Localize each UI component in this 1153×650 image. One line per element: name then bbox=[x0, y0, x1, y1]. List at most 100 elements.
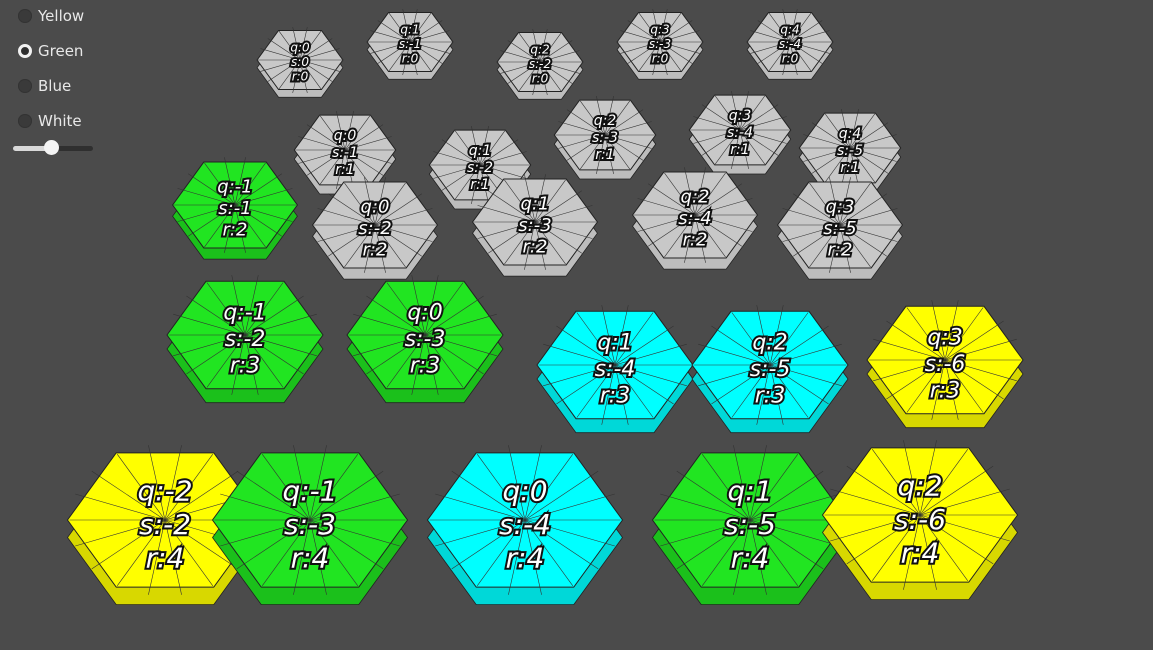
tile-s-label: s:-6 bbox=[925, 352, 966, 377]
hex-tile[interactable]: q:-2s:-2r:4 bbox=[66, 445, 264, 606]
wireframe-edge bbox=[477, 221, 536, 239]
wireframe-edge bbox=[768, 12, 791, 43]
radio-green[interactable]: Green bbox=[18, 39, 83, 63]
wireframe-edge bbox=[693, 129, 741, 144]
wireframe-edge bbox=[116, 454, 166, 521]
wireframe-edge bbox=[236, 470, 311, 521]
hex-tile[interactable]: q:0s:-4r:4 bbox=[426, 445, 624, 606]
wireframe-edge bbox=[782, 41, 791, 75]
wireframe-edge bbox=[919, 440, 937, 516]
wireframe-edge bbox=[789, 41, 812, 72]
wireframe-edge bbox=[739, 104, 779, 131]
wireframe-edge bbox=[749, 445, 767, 521]
hex-tile[interactable]: q:2s:-6r:4 bbox=[821, 440, 1019, 601]
height-slider-thumb[interactable] bbox=[44, 140, 59, 155]
wireframe-edge bbox=[769, 364, 809, 418]
wireframe-edge bbox=[846, 514, 921, 565]
tile-q-label: q:3 bbox=[927, 326, 962, 351]
wireframe-edge bbox=[931, 359, 946, 420]
wireframe-edge bbox=[659, 41, 700, 54]
hex-tile[interactable]: q:2s:-2r:0 bbox=[496, 29, 584, 100]
wireframe-edge bbox=[441, 164, 481, 191]
radio-white-indicator[interactable] bbox=[18, 114, 32, 128]
wireframe-edge bbox=[539, 40, 573, 63]
hex-tile[interactable]: q:3s:-4r:1 bbox=[688, 91, 792, 175]
hex-tile[interactable]: q:-1s:-3r:4 bbox=[211, 445, 409, 606]
tile-s-label: s:-5 bbox=[823, 218, 856, 239]
wireframe-edge bbox=[534, 221, 546, 270]
hex-tile[interactable]: q:-1s:-2r:3 bbox=[166, 275, 324, 404]
wireframe-edge bbox=[267, 38, 301, 61]
hex-tile[interactable]: q:2s:-5r:3 bbox=[691, 305, 849, 434]
wireframe-edge bbox=[344, 149, 371, 185]
wireframe-edge bbox=[841, 109, 851, 149]
radio-blue-indicator[interactable] bbox=[18, 79, 32, 93]
wireframe-edge bbox=[839, 193, 888, 226]
wireframe-edge bbox=[299, 59, 333, 82]
wireframe-edge bbox=[830, 514, 921, 542]
hex-tile[interactable]: q:3s:-5r:2 bbox=[776, 177, 904, 280]
height-slider[interactable] bbox=[13, 140, 93, 156]
wireframe-edge bbox=[317, 224, 376, 242]
wireframe-edge bbox=[204, 204, 236, 248]
hex-tile[interactable]: q:2s:-3r:1 bbox=[553, 96, 657, 180]
wireframe-edge bbox=[944, 307, 984, 361]
hex-tile[interactable]: q:1s:-5r:4 bbox=[651, 445, 849, 606]
wireframe-edge bbox=[476, 519, 526, 586]
wireframe-edge bbox=[234, 157, 246, 206]
hex-tile[interactable]: q:1s:-4r:3 bbox=[536, 305, 694, 434]
tile-r-label: r:2 bbox=[223, 220, 248, 241]
hex-tile[interactable]: q:3s:-3r:0 bbox=[616, 9, 704, 80]
wireframe-edge bbox=[353, 334, 426, 357]
hex-tile[interactable]: q:0s:-3r:3 bbox=[346, 275, 504, 404]
wireframe-edge bbox=[319, 149, 346, 185]
wireframe-edge bbox=[701, 454, 751, 521]
hex-tile[interactable]: q:4s:-5r:1 bbox=[798, 109, 902, 193]
tile-r-label: r:1 bbox=[470, 177, 489, 193]
radio-yellow-indicator[interactable] bbox=[18, 9, 32, 23]
hex-tile[interactable]: q:0s:-1r:1 bbox=[293, 111, 397, 195]
wireframe-edge bbox=[534, 221, 583, 254]
radio-white[interactable]: White bbox=[18, 109, 82, 133]
wireframe-edge bbox=[374, 224, 406, 268]
wireframe-edge bbox=[604, 134, 644, 161]
wireframe-edge bbox=[353, 313, 426, 336]
wireframe-edge bbox=[789, 41, 823, 64]
wireframe-edge bbox=[576, 312, 616, 366]
wireframe-edge bbox=[558, 121, 606, 136]
radio-blue[interactable]: Blue bbox=[18, 74, 71, 98]
radio-green-indicator[interactable] bbox=[18, 44, 32, 58]
wireframe-edge bbox=[409, 41, 432, 72]
wireframe-edge bbox=[336, 149, 346, 189]
wireframe-edge bbox=[839, 177, 851, 226]
wireframe-edge bbox=[824, 113, 851, 149]
hex-tile[interactable]: q:4s:-4r:0 bbox=[746, 9, 834, 80]
wireframe-edge bbox=[849, 113, 876, 149]
wireframe-edge bbox=[604, 96, 614, 136]
hex-tile[interactable]: q:1s:-3r:2 bbox=[471, 174, 599, 277]
hex-tile[interactable]: q:2s:-4r:2 bbox=[631, 167, 759, 270]
wireframe-edge bbox=[749, 470, 824, 521]
wireframe-edge bbox=[871, 514, 921, 581]
wireframe-edge bbox=[659, 12, 682, 43]
hex-tile[interactable]: q:-1s:-1r:2 bbox=[171, 157, 299, 260]
hex-tile[interactable]: q:1s:-1r:0 bbox=[366, 9, 454, 80]
wireframe-edge bbox=[388, 12, 411, 43]
wireframe-edge bbox=[524, 519, 574, 586]
hex-tile[interactable]: q:0s:0r:0 bbox=[256, 27, 344, 98]
wireframe-edge bbox=[534, 221, 566, 265]
wireframe-edge bbox=[309, 519, 400, 547]
wireframe-edge bbox=[374, 177, 386, 226]
hex-tile[interactable]: q:0s:-2r:2 bbox=[311, 177, 439, 280]
wireframe-edge bbox=[234, 204, 246, 253]
tile-r-label: r:3 bbox=[230, 353, 260, 378]
hex-tile[interactable]: q:3s:-6r:3 bbox=[866, 300, 1024, 429]
wireframe-edge bbox=[539, 61, 573, 84]
tile-q-label: q:0 bbox=[361, 196, 390, 217]
wireframe-edge bbox=[664, 214, 696, 258]
radio-yellow[interactable]: Yellow bbox=[18, 4, 84, 28]
radio-yellow-label: Yellow bbox=[38, 7, 85, 25]
tile-s-label: s:-3 bbox=[405, 327, 446, 352]
